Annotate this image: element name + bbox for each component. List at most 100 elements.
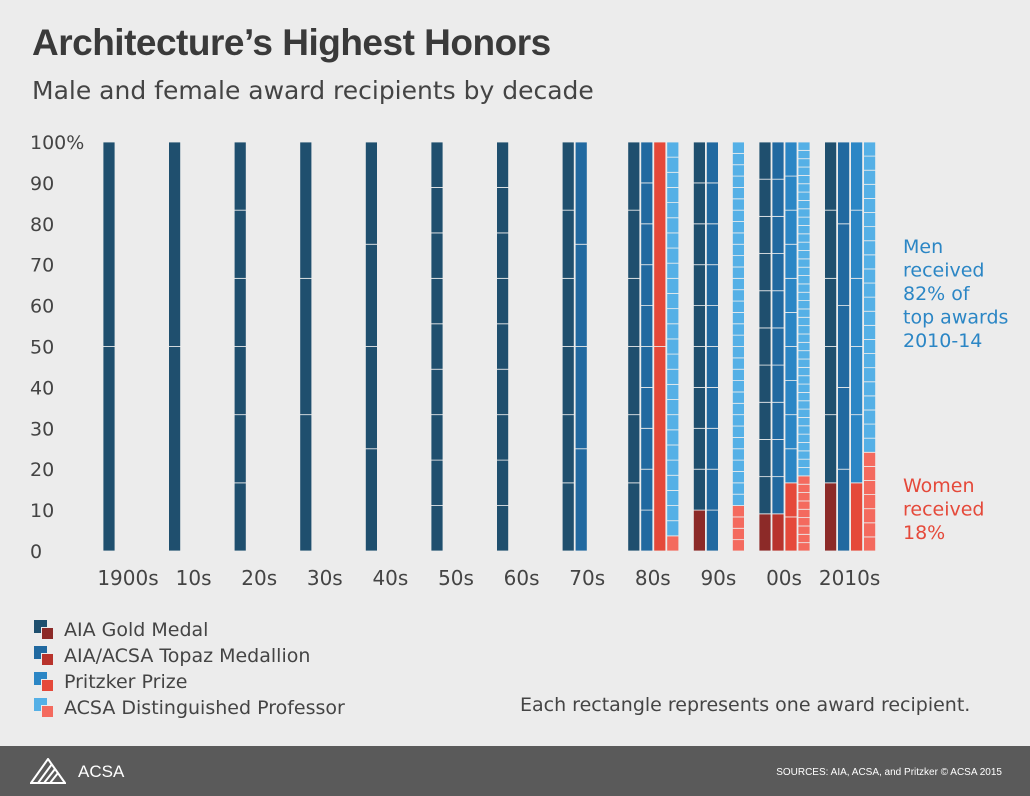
bar-cell-men [627,482,641,552]
y-tick-label: 80 [30,214,54,236]
decade-group [233,141,247,552]
bar-cell-men [574,346,588,450]
bar-cell-men [496,459,510,506]
bar-cell-men [863,169,876,185]
bar-cell-men [797,266,811,276]
bar-cell-men [824,209,837,279]
bar-cell-men [837,386,850,470]
bar-cell-men [693,386,706,429]
bar-cell-men [640,509,654,552]
bar-cell-men [364,141,378,245]
bar-cell-men [797,417,811,427]
bar-cell-men [863,367,876,383]
decade-group [758,141,811,552]
decade-group [102,141,116,552]
bar-cell-men [732,312,745,325]
bar-cell-men [797,400,811,410]
bar-cell-men [784,312,798,347]
bar-cell-men [666,459,680,476]
bar-cell-men [732,221,745,234]
bar-cell-men [666,323,680,340]
bar-cell-women [797,508,811,519]
bar-cell-men [430,187,444,234]
bar-cell-men [863,296,876,312]
legend-item-distinguished-professor: ACSA Distinguished Professor [34,695,345,721]
bar-cell-men [797,366,811,377]
bar-cell-men [496,368,510,416]
bar-cell-men [430,232,444,279]
bar-cell-men [666,383,680,400]
bar-cell-men [706,346,719,388]
bar-cell-men [706,264,719,306]
bar-cell-men [732,232,745,245]
bar-cell-men [666,520,680,537]
women-swatch [41,679,54,692]
bar-cell-men [666,444,680,461]
y-tick-label: 10 [30,500,54,522]
bar-cell-men [666,414,680,431]
bar-cell-men [784,380,798,416]
bar-cell-men [640,346,654,388]
bar-cell-men [430,414,444,461]
legend-item-topaz-medallion: AIA/ACSA Topaz Medallion [34,643,345,669]
bar-cell-men [627,346,641,416]
decade-group [496,141,510,552]
bar-cell-men [732,425,745,438]
bar-cell-men [837,141,850,225]
bar-cell-men [797,291,811,301]
bar-cell-men [364,243,378,347]
bar-cell-men [233,414,247,484]
bar-cell-men [666,293,680,310]
bar-cell-women [693,509,706,552]
bar-cell-men [863,141,876,157]
bar-cell-men [627,277,641,347]
y-tick-label: 90 [30,173,54,195]
bar-cell-men [706,223,719,266]
annotation-men-line: top awards [903,307,1008,329]
bar-cell-men [496,505,510,552]
bar-cell-women [653,141,667,347]
bar-cell-men [797,216,811,226]
bar-cell-men [863,381,876,397]
bar-cell-men [666,202,680,219]
bar-cell-men [797,241,811,251]
bar-cell-men [732,471,745,484]
bar-cell-men [574,141,588,245]
bar-cell-men [863,437,876,453]
bar-cell-women [758,513,772,552]
women-swatch [41,705,54,718]
bar-cell-men [797,166,811,176]
bar-cell-men [771,476,785,515]
bar-cell-men [797,375,811,385]
y-tick-label: 50 [30,337,54,359]
bar-cell-men [102,346,116,552]
bar-cell-men [863,254,876,270]
bar-cell-men [496,232,510,279]
bar-cell-men [693,346,706,388]
bar-cell-men [797,383,811,393]
bar-cell-men [640,264,654,306]
legend-item-pritzker-prize: Pritzker Prize [34,669,345,695]
annotation-men-line: 82% of [903,283,971,305]
bar-cell-women [863,522,876,538]
bar-cell-women [732,516,745,529]
bar-cell-men [732,380,745,393]
stacked-bar-chart: 0 10 20 30 40 50 60 70 80 90 100% 1900s 10s 20s 30s 40… [30,132,1008,590]
x-tick-label: 00s [766,566,802,590]
bar-cell-women [797,483,811,493]
bar-cell-men [824,277,837,347]
x-tick-label: 70s [569,566,605,590]
bar-cell-men [771,215,785,254]
legend-label: AIA Gold Medal [64,619,209,641]
bar-cell-men [797,358,811,368]
bar-cell-men [430,323,444,370]
bar-cell-men [693,468,706,511]
bar-cell-men [496,187,510,234]
bar-cell-men [706,141,719,184]
x-tick-label: 40s [372,566,408,590]
legend-label: AIA/ACSA Topaz Medallion [64,645,311,667]
bar-cell-women [797,500,811,510]
bar-cell-men [784,243,798,279]
bar-cell-men [797,433,811,443]
